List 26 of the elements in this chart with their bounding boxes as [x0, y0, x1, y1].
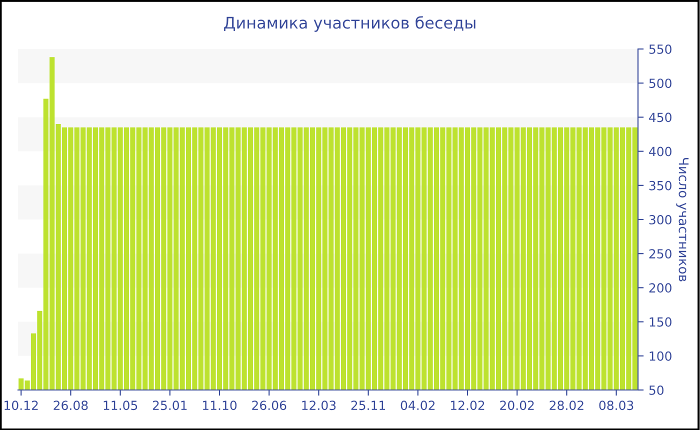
y-tick-label: 400	[649, 146, 672, 156]
x-tick-label: 20.02	[500, 400, 534, 410]
chart-title: Динамика участников беседы	[224, 16, 476, 32]
y-tick-label: 350	[649, 180, 672, 190]
x-tick-label: 10.12	[4, 400, 38, 410]
y-tick-label: 300	[649, 214, 672, 224]
x-tick-label: 26.06	[252, 400, 286, 410]
y-tick-label: 500	[649, 78, 672, 88]
x-tick-label: 12.02	[450, 400, 484, 410]
x-tick-label: 11.10	[202, 400, 237, 410]
x-tick-label: 25.01	[152, 400, 187, 410]
x-tick-label: 28.02	[550, 400, 584, 410]
y-tick-label: 50	[649, 385, 664, 395]
x-tick-label: 08.03	[599, 400, 634, 410]
y-tick-label: 450	[649, 112, 672, 122]
x-tick-label: 25.11	[351, 400, 386, 410]
x-tick-label: 26.08	[54, 400, 88, 410]
y-tick-label: 100	[650, 351, 672, 361]
y-tick-label: 550	[649, 44, 672, 54]
y-axis-title: Число участников	[676, 158, 689, 282]
x-tick-label: 12.03	[302, 400, 336, 410]
x-tick-label: 11.05	[104, 400, 138, 410]
y-tick-label: 250	[649, 249, 672, 259]
y-tick-label: 200	[649, 283, 672, 293]
y-tick-label: 150	[650, 317, 672, 327]
x-tick-label: 04.02	[400, 400, 435, 410]
